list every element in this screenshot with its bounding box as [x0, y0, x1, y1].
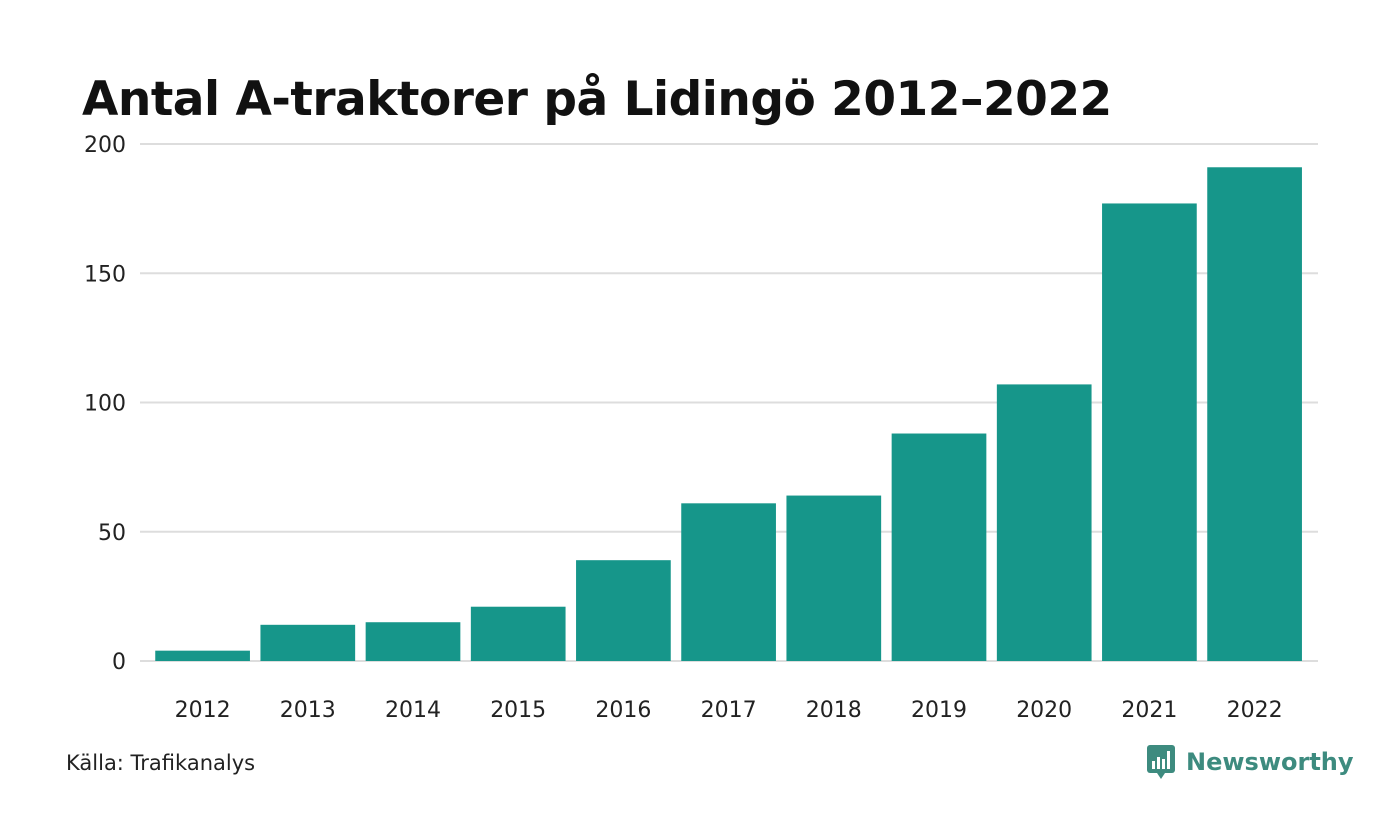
x-tick-label: 2015: [490, 698, 546, 723]
bar-2014: [365, 622, 461, 661]
y-tick-label: 150: [84, 262, 126, 287]
x-tick-label: 2014: [385, 698, 441, 723]
bar-2018: [786, 495, 882, 661]
x-tick-label: 2017: [701, 698, 757, 723]
bar-2020: [996, 384, 1092, 661]
y-tick-label: 0: [112, 650, 126, 675]
x-tick-label: 2019: [911, 698, 967, 723]
x-tick-label: 2013: [280, 698, 336, 723]
x-tick-label: 2020: [1016, 698, 1072, 723]
bars: [155, 167, 1302, 661]
bar-2015: [470, 606, 566, 661]
bar-2012: [155, 650, 250, 661]
newsworthy-logo-icon: [1147, 745, 1175, 779]
bar-2017: [681, 503, 776, 661]
x-axis-ticks: 2012 2013 2014 2015 2016 2017 2018 2019 2020 2021…: [175, 698, 1283, 723]
y-tick-label: 50: [98, 521, 126, 546]
bar-2019: [891, 433, 987, 661]
y-tick-label: 200: [84, 133, 126, 158]
x-tick-label: 2018: [806, 698, 862, 723]
brand-name: Newsworthy: [1186, 748, 1354, 776]
x-tick-label: 2022: [1227, 698, 1283, 723]
source-note: Källa: Trafikanalys: [66, 751, 256, 775]
x-tick-label: 2016: [595, 698, 651, 723]
bar-2022: [1207, 167, 1302, 661]
x-tick-label: 2021: [1121, 698, 1177, 723]
bar-2016: [576, 560, 671, 661]
newsworthy-logo: Newsworthy: [1146, 744, 1354, 780]
bar-2013: [260, 624, 356, 661]
chart-title: Antal A-traktorer på Lidingö 2012–2022: [82, 72, 1112, 127]
x-tick-label: 2012: [175, 698, 231, 723]
y-axis-ticks: 0 50 100 150 200: [84, 133, 126, 675]
bar-2021: [1102, 203, 1197, 661]
y-tick-label: 100: [84, 392, 126, 417]
